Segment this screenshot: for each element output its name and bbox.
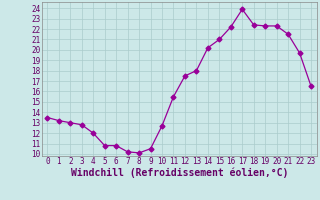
X-axis label: Windchill (Refroidissement éolien,°C): Windchill (Refroidissement éolien,°C) — [70, 168, 288, 178]
